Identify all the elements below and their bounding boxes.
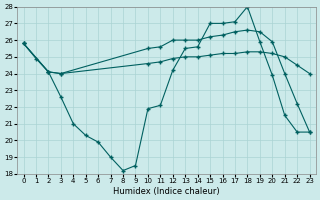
X-axis label: Humidex (Indice chaleur): Humidex (Indice chaleur)	[113, 187, 220, 196]
